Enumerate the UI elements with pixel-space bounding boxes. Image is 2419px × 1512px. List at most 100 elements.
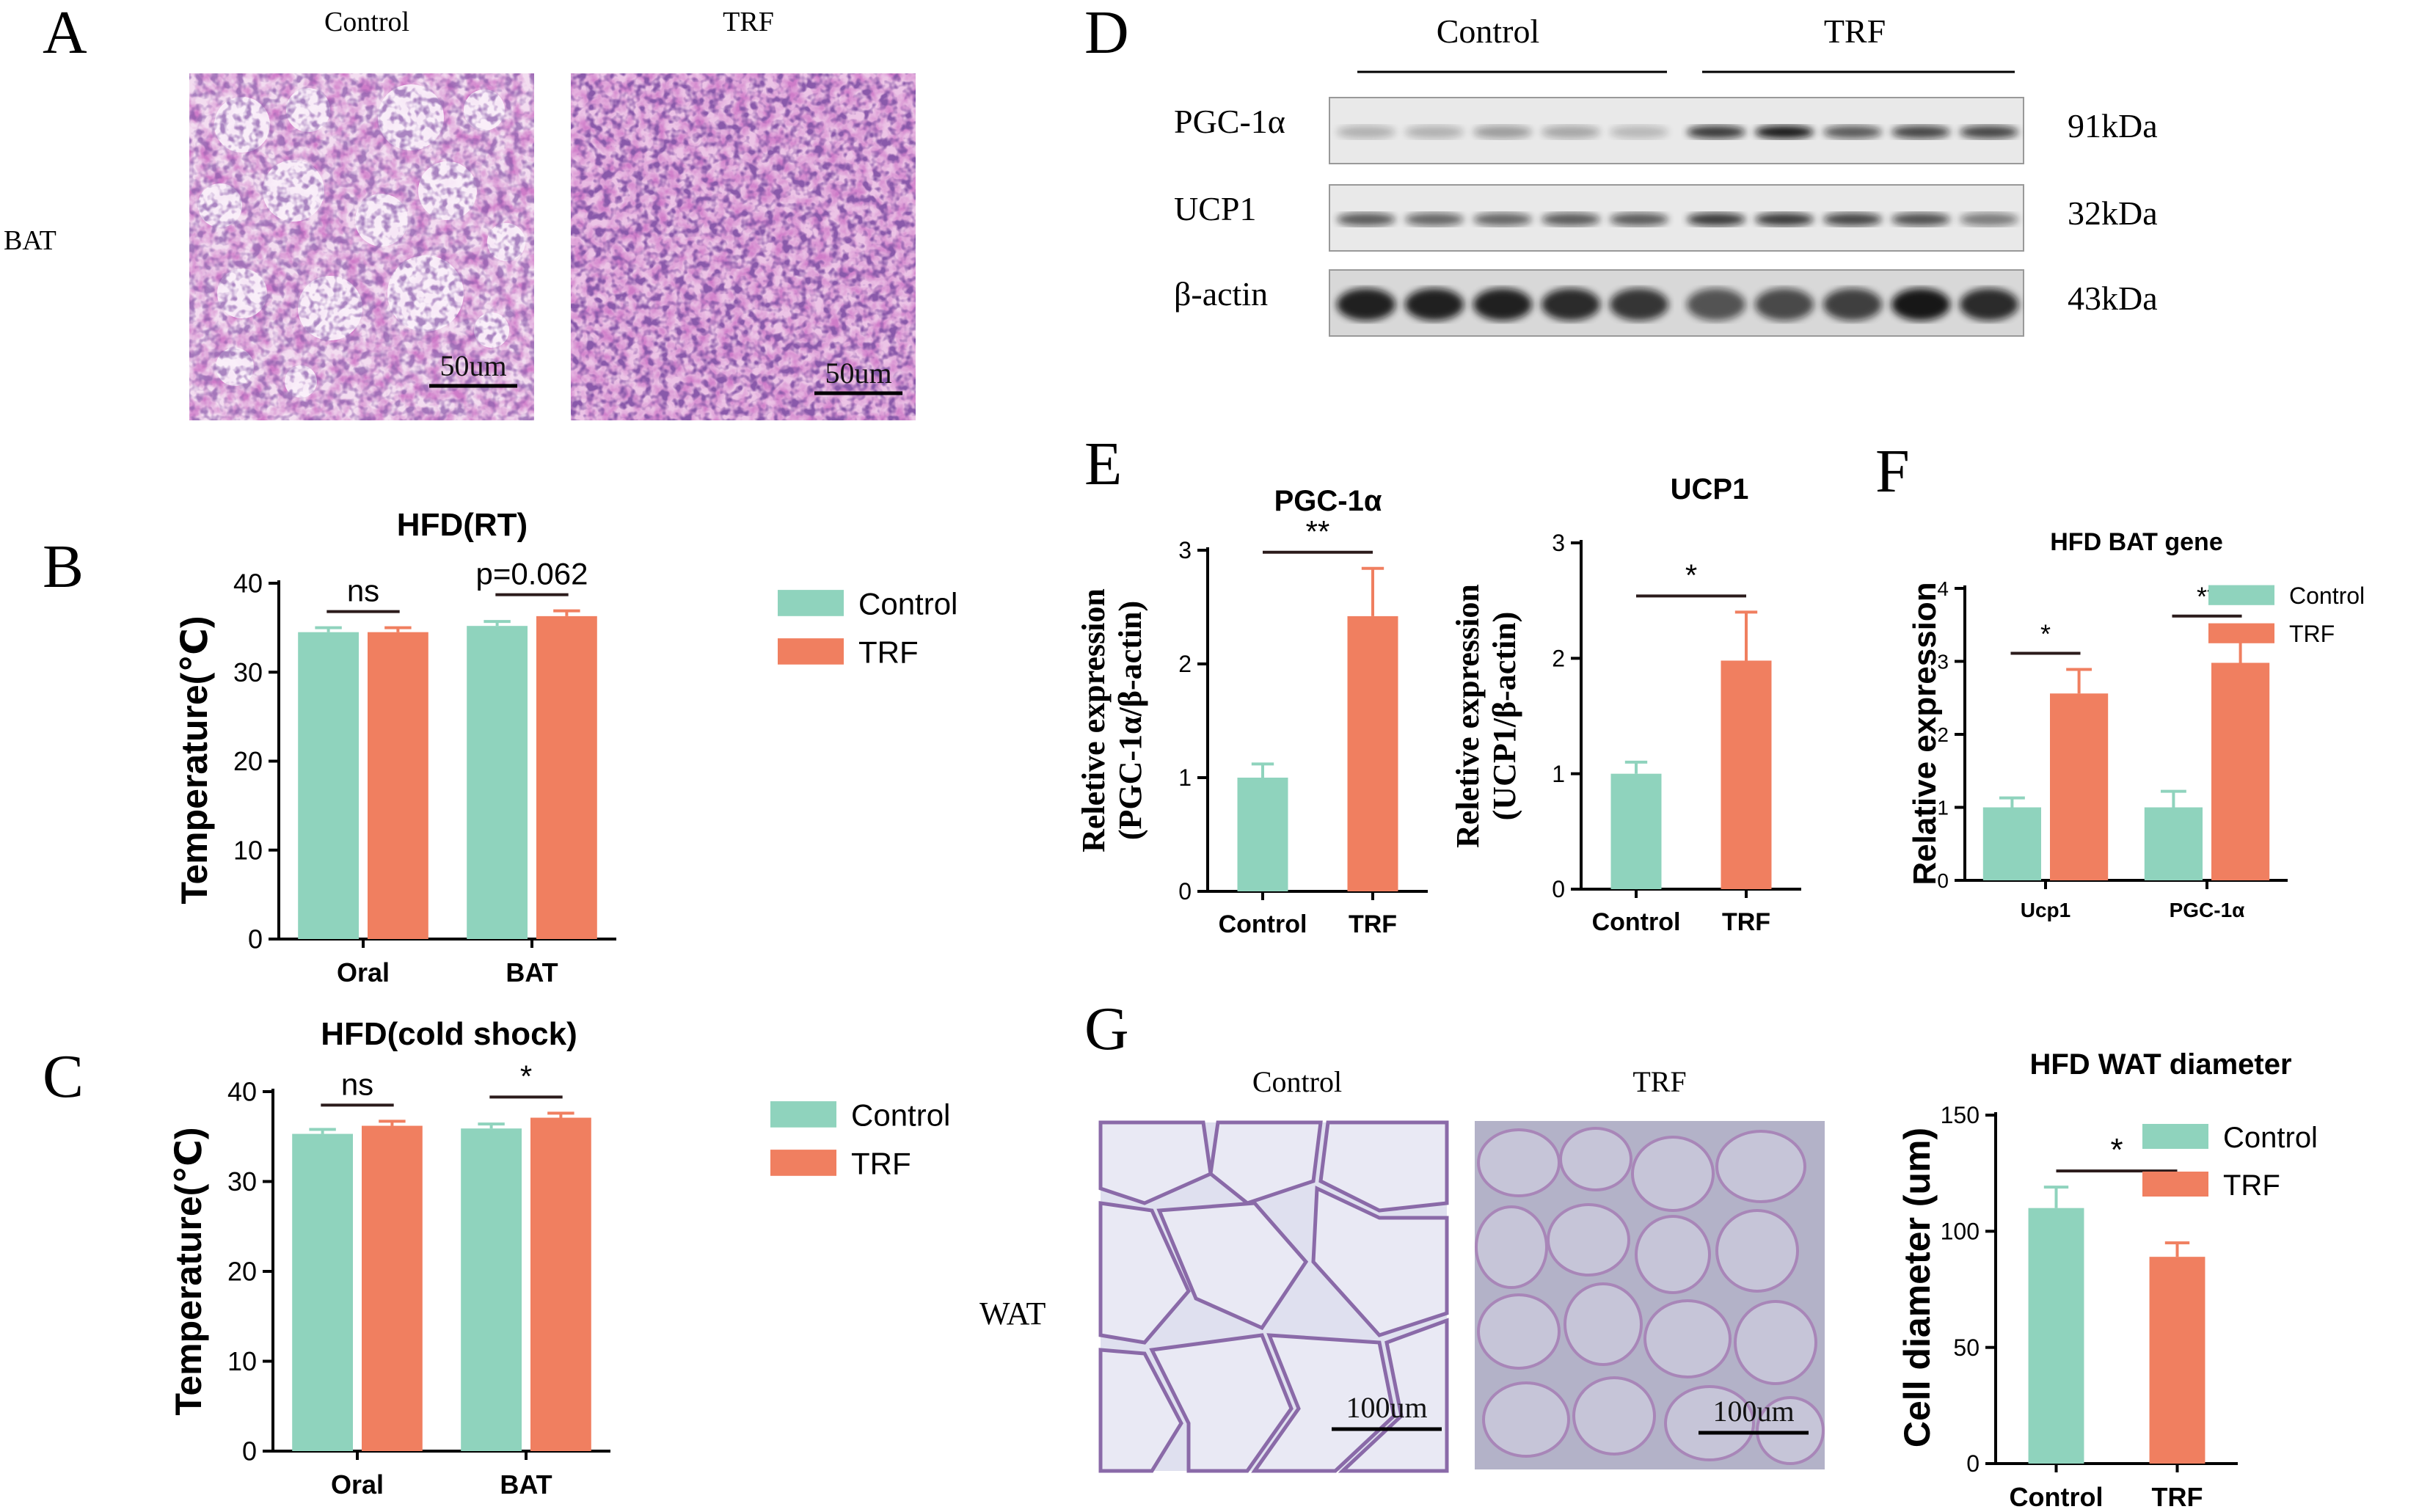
- legend-label: Control: [2289, 582, 2365, 609]
- y-tick-label: 0: [1178, 878, 1192, 905]
- x-tick-label: Oral: [337, 957, 390, 987]
- bar: [536, 616, 597, 939]
- y-axis-label: Reletive expression: [1450, 584, 1486, 848]
- y-tick-label: 30: [227, 1166, 257, 1197]
- bar: [2028, 1208, 2084, 1464]
- chart-title: UCP1: [1671, 473, 1749, 505]
- blot-band: [1473, 213, 1532, 226]
- blot-band: [1960, 125, 2018, 139]
- y-tick-label: 3: [1178, 537, 1192, 563]
- panel-letter: B: [43, 533, 84, 601]
- panel-a-row-label: BAT: [4, 225, 56, 256]
- bat-histology-control: 50um: [189, 73, 534, 420]
- blot-band: [1687, 213, 1745, 226]
- scale-bar-text-g-control: 100um: [1346, 1391, 1427, 1424]
- blot-band: [1405, 125, 1464, 139]
- bar: [2211, 662, 2270, 880]
- y-tick-label: 2: [1178, 651, 1192, 677]
- legend-swatch: [2208, 585, 2274, 605]
- blot-row-size: 91kDa: [2068, 107, 2158, 145]
- panel-g-row-label: WAT: [979, 1296, 1046, 1332]
- y-tick-label: 0: [1552, 876, 1565, 902]
- legend-swatch: [770, 1150, 836, 1176]
- y-tick-label: 100: [1941, 1219, 1980, 1245]
- blot-band: [1541, 213, 1600, 226]
- y-tick-label: 40: [227, 1077, 257, 1107]
- blot-band: [1687, 125, 1745, 139]
- y-tick-label: 3: [1552, 530, 1565, 556]
- bar: [1237, 778, 1288, 891]
- blot-band: [1473, 125, 1532, 139]
- panel-d-letter: D: [1084, 0, 1129, 67]
- panel-letter: F: [1875, 437, 1910, 505]
- chart-title: HFD BAT gene: [2050, 528, 2222, 556]
- panel-a-letter: A: [43, 0, 87, 67]
- x-tick-label: TRF: [2152, 1482, 2203, 1512]
- bar: [1982, 807, 2041, 880]
- significance-label: ns: [341, 1067, 373, 1101]
- panel-a: A BAT Control TRF 50um 50um: [4, 0, 916, 420]
- bar: [1347, 616, 1398, 891]
- y-tick-label: 150: [1941, 1102, 1980, 1128]
- significance-label: ns: [347, 574, 379, 608]
- blot-band: [1755, 213, 1814, 226]
- y-tick-label: 0: [242, 1436, 257, 1467]
- bar: [467, 626, 528, 939]
- significance-label: *: [2110, 1132, 2123, 1168]
- charts-layer: BHFD(RT)Temperature(℃)010203040OralnsBAT…: [43, 430, 2365, 1512]
- legend-label: TRF: [2223, 1169, 2280, 1202]
- blot-band: [1610, 288, 1668, 321]
- blot-band: [1541, 288, 1600, 321]
- blot-band: [1960, 288, 2018, 321]
- blot-band: [1610, 125, 1668, 139]
- x-tick-label: TRF: [1349, 910, 1397, 938]
- y-tick-label: 10: [227, 1346, 257, 1376]
- legend-label: Control: [858, 587, 957, 621]
- x-tick-label: Ucp1: [2021, 899, 2070, 921]
- bar: [368, 632, 428, 939]
- blot-band: [1823, 125, 1882, 139]
- y-axis-label: Temperature(℃): [168, 1127, 209, 1415]
- blot-band: [1337, 288, 1395, 321]
- x-tick-label: Control: [1592, 908, 1681, 936]
- bat-histology-trf: 50um: [571, 73, 916, 420]
- y-tick-label: 0: [1966, 1450, 1980, 1477]
- blot-band: [1337, 125, 1395, 139]
- legend-swatch: [2208, 623, 2274, 643]
- y-tick-label: 10: [233, 835, 263, 865]
- y-tick-label: 2: [1937, 723, 1949, 746]
- scale-bar-text-a-trf: 50um: [825, 357, 891, 390]
- y-tick-label: 1: [1552, 761, 1565, 787]
- significance-label: p=0.062: [476, 557, 588, 591]
- significance-label: **: [1306, 514, 1330, 549]
- y-tick-label: 40: [233, 569, 263, 599]
- scale-bar-text-g-trf: 100um: [1712, 1395, 1794, 1428]
- bar: [530, 1117, 591, 1451]
- panel-g-images: G WAT Control TRF 100um: [979, 995, 1825, 1473]
- legend-swatch: [778, 638, 844, 665]
- panel-g-trf-label: TRF: [1632, 1065, 1686, 1098]
- y-tick-label: 30: [233, 657, 263, 687]
- x-tick-label: BAT: [500, 1469, 552, 1500]
- x-tick-label: TRF: [1722, 908, 1770, 936]
- blot-band: [1960, 213, 2018, 226]
- x-tick-label: BAT: [506, 957, 558, 987]
- significance-label: *: [2040, 618, 2051, 649]
- blot-band: [1823, 213, 1882, 226]
- panel-a-control-label: Control: [324, 7, 409, 37]
- blot-band: [1405, 288, 1464, 321]
- y-tick-label: 1: [1937, 796, 1949, 819]
- bar: [292, 1133, 353, 1451]
- legend-label: TRF: [851, 1147, 911, 1181]
- bar: [1721, 660, 1772, 889]
- blot-row-name: β-actin: [1174, 275, 1268, 313]
- panel-g-control-label: Control: [1252, 1065, 1342, 1098]
- y-tick-label: 1: [1178, 764, 1192, 791]
- blot-band: [1405, 213, 1464, 226]
- y-axis-label: (UCP1/β-actin): [1486, 612, 1522, 821]
- blot-rows: PGC-1α 91kDa UCP1 32kDa β-actin 43kDa: [1174, 97, 2158, 337]
- bar: [1610, 773, 1662, 889]
- wat-histology-trf: 100um: [1475, 1121, 1825, 1469]
- chart-title: HFD(RT): [397, 507, 528, 543]
